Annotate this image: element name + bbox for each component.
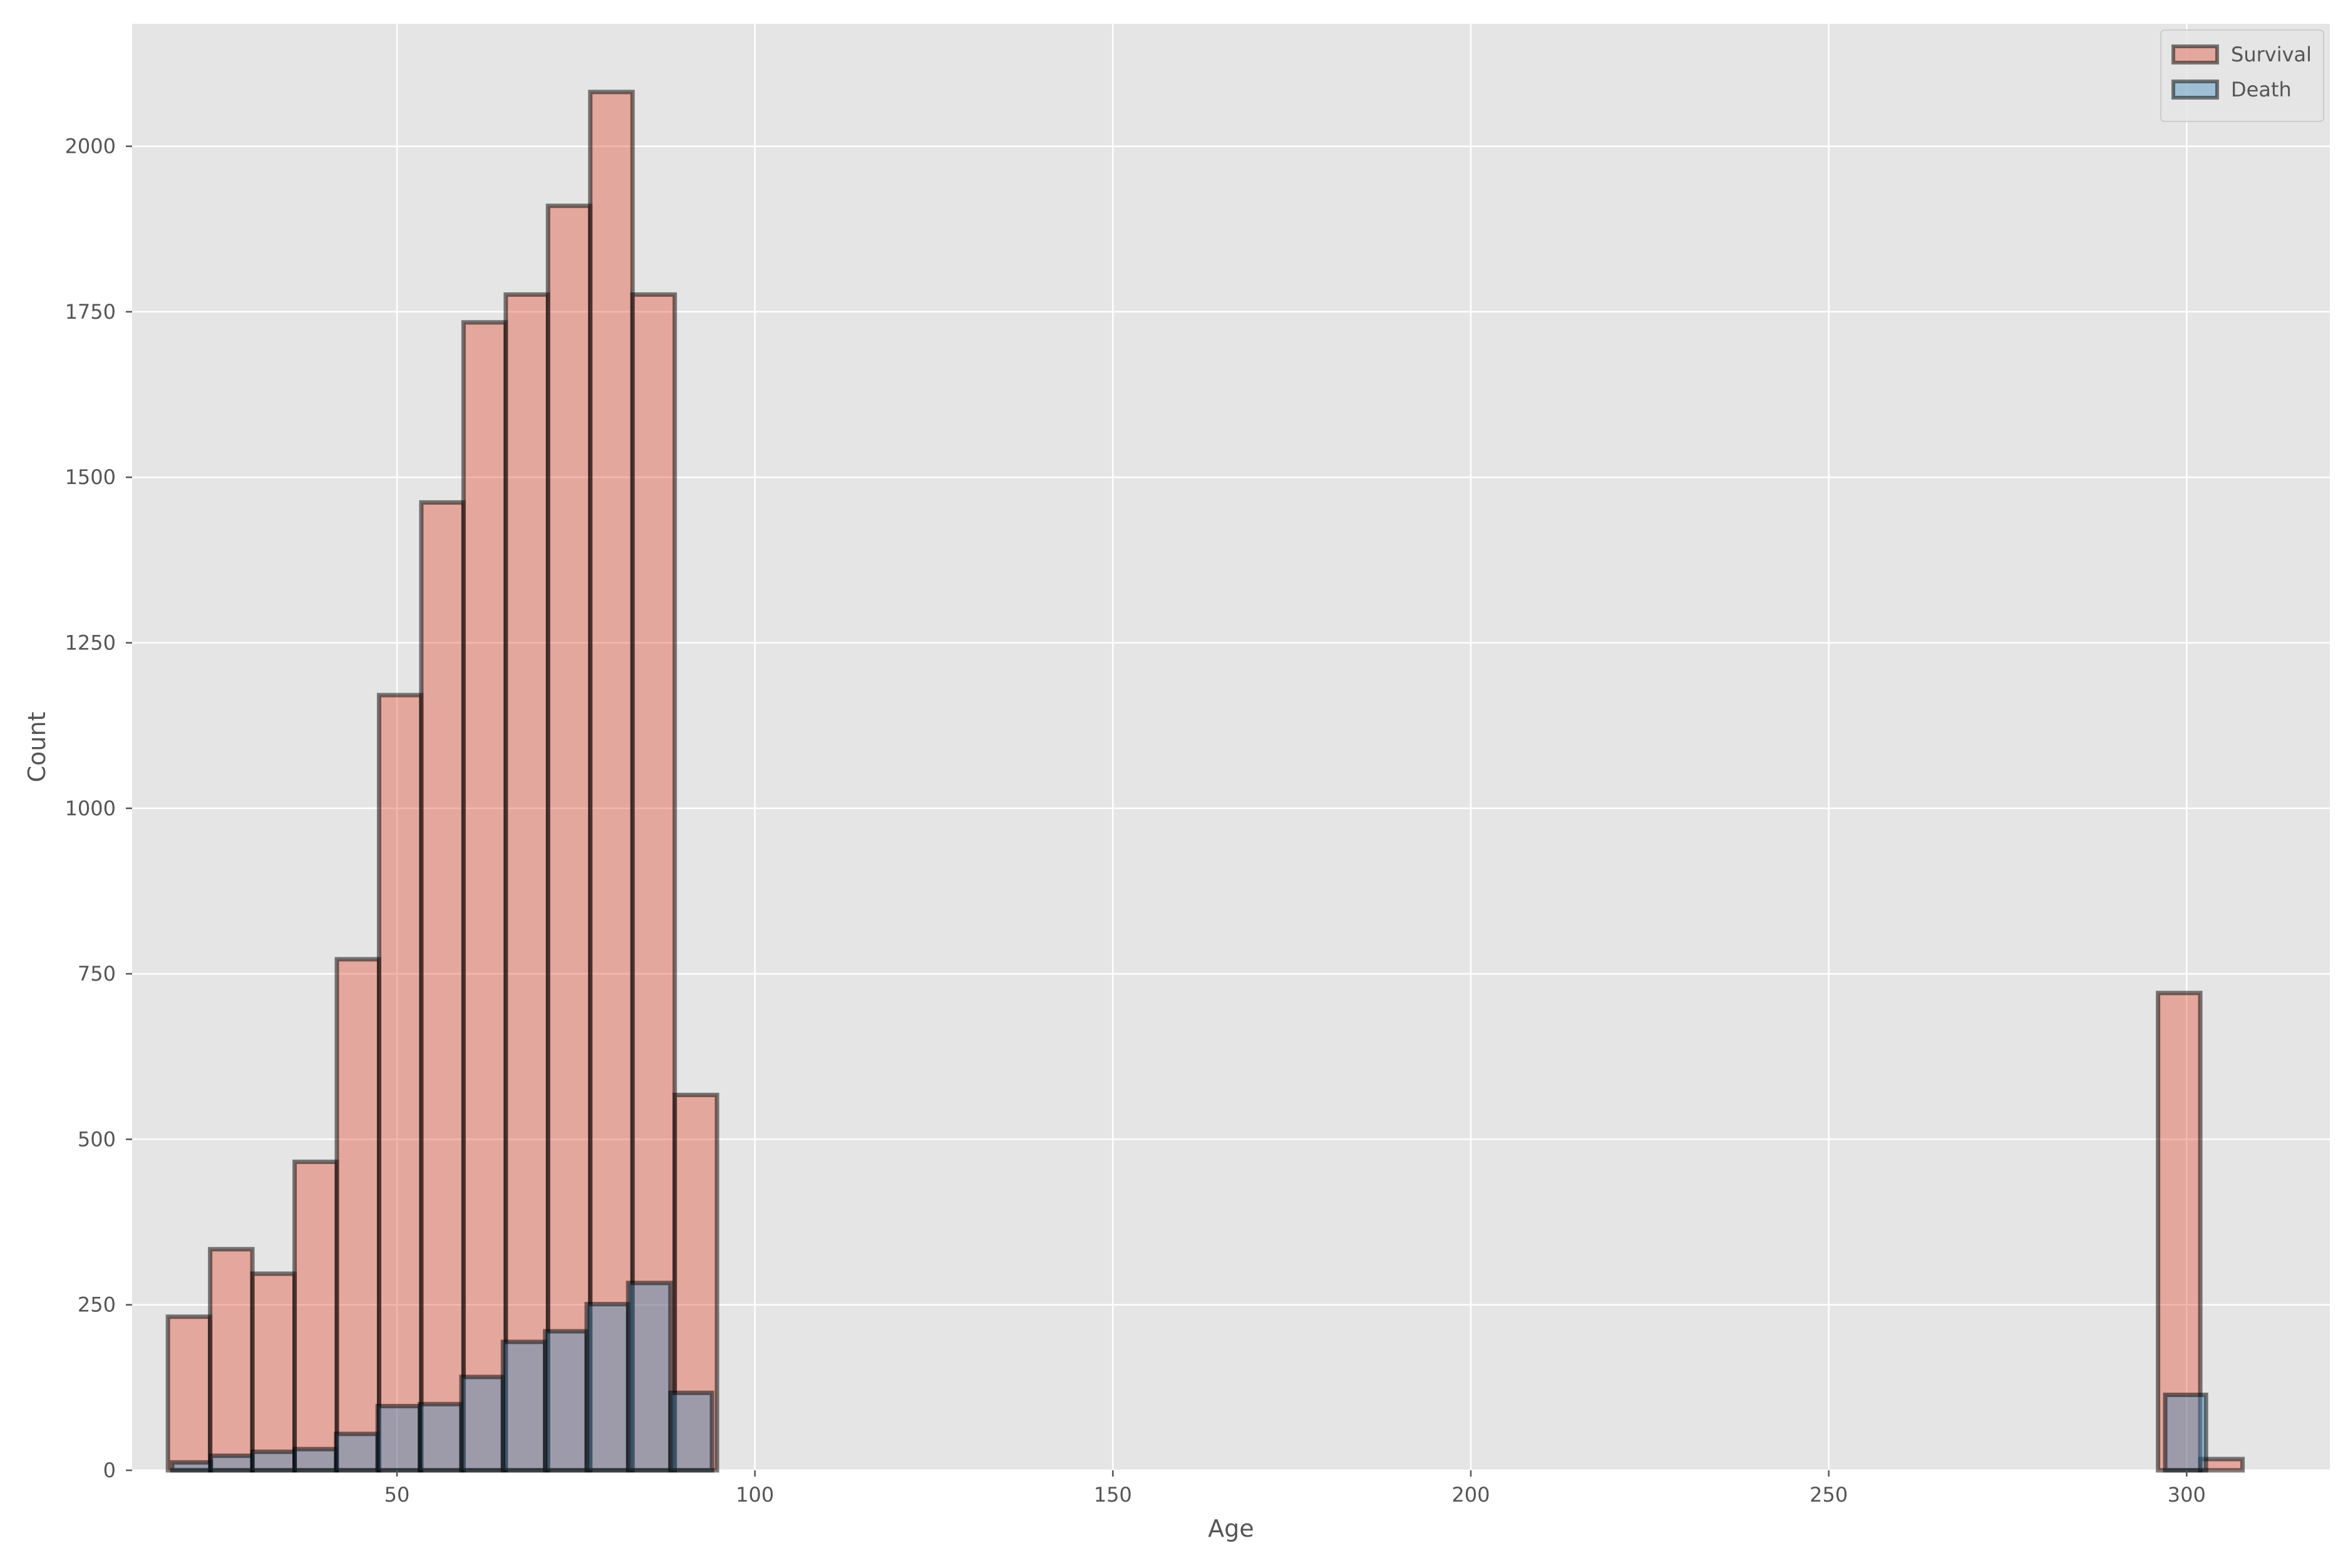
bar-survival [545,204,593,1473]
bar-survival [292,1159,339,1473]
y-axis-label: Count [23,712,51,783]
bar-death [500,1339,548,1473]
bar-death [209,1453,255,1473]
legend: Survival Death [2160,29,2324,122]
y-tick-label: 0 [103,1458,116,1482]
bar-survival [208,1247,255,1473]
bar-survival [165,1314,213,1473]
x-axis-label: Age [1208,1515,1254,1542]
bar-survival [2198,1457,2245,1473]
bar-death [459,1375,505,1473]
legend-swatch [2171,80,2219,100]
bar-survival [588,90,635,1473]
bar-survival [461,320,508,1473]
legend-label: Death [2231,78,2292,101]
legend-swatch [2171,44,2219,64]
axis-ticks: 50 100 150 200 250 300 0 250 500 750 1000 1250 1500 1… [65,135,2206,1507]
x-tick-label: 150 [1094,1483,1132,1507]
bar-death [292,1447,339,1473]
bar-survival [503,292,550,1473]
bar-survival [334,957,381,1473]
y-tick-label: 750 [78,962,116,986]
bar-death [626,1281,673,1473]
bar-death [668,1390,714,1473]
y-tick-label: 1000 [65,797,116,820]
y-tick-label: 1500 [65,465,116,489]
bar-death [2163,1392,2208,1473]
bar-survival [419,500,466,1473]
bar-death [334,1431,380,1473]
x-tick-label: 250 [1810,1483,1848,1507]
x-tick-label: 300 [2168,1483,2206,1507]
bar-survival [376,693,424,1473]
bars-layer [165,90,2245,1473]
y-tick-label: 2000 [65,135,116,158]
y-tick-label: 500 [78,1127,116,1151]
x-tick-label: 50 [384,1483,410,1507]
bar-death [250,1449,297,1473]
y-tick-label: 250 [78,1293,116,1317]
legend-label: Survival [2231,43,2312,66]
bar-death [543,1329,589,1473]
bar-survival [630,292,677,1473]
bar-death [375,1403,423,1473]
x-tick-label: 200 [1451,1483,1490,1507]
y-tick-label: 1250 [65,631,116,654]
plot-area-background [132,24,2330,1470]
bar-survival [2156,991,2203,1473]
x-tick-label: 100 [736,1483,774,1507]
grid-lines [132,24,2330,1472]
bar-survival [250,1271,297,1473]
bar-death [584,1302,631,1473]
bar-death [170,1460,214,1473]
bar-death [418,1401,464,1473]
y-tick-label: 1750 [65,300,116,324]
